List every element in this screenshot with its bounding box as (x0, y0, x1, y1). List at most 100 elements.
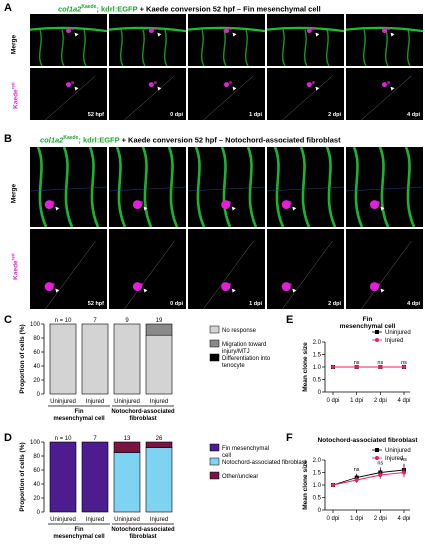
panel-b-merge-image (346, 147, 423, 227)
bar-segment (145, 447, 173, 513)
y-tick-label: 80 (33, 454, 40, 460)
panel-a-merge-row-label: Merge (10, 34, 18, 55)
bar-segment (49, 441, 77, 513)
n-label: n = 10 (55, 436, 73, 442)
panel-b-kaede-image: 2 dpi (267, 229, 344, 309)
panel-b-title-reporter: ; kdrl:EGFP (78, 135, 120, 145)
panel-b-kaede-image: 0 dpi (109, 229, 186, 309)
panel-a-kaede-image: 2 dpi (267, 68, 344, 120)
timepoint-label: 0 dpi (170, 301, 183, 307)
n-label: 9 (125, 318, 129, 324)
y-tick-label: 1.5 (313, 471, 322, 477)
legend-marker (375, 456, 379, 460)
n-label: 13 (124, 436, 131, 442)
timepoint-label: 52 hpf (87, 112, 104, 118)
panel-a-merge-image (346, 14, 423, 66)
y-axis-label: Mean clone size (302, 460, 309, 510)
panel-b-merge-image (188, 147, 265, 227)
x-tick-label: Uninjured (114, 517, 140, 523)
chart-title: Fin (363, 316, 373, 323)
bar-segment (81, 323, 109, 395)
panel-b-merge-image (109, 147, 186, 227)
x-tick-label: Injured (86, 399, 104, 405)
panel-c-chart: C 0 20 40 60 80 100 Proportion of cells (%) n = … (4, 314, 411, 422)
chart-title: Notochord-associated fibroblast (317, 437, 418, 444)
panel-a-title-rest: + Kaede conversion 52 hpf – Fin mesenchy… (137, 4, 321, 14)
bar-segment (49, 323, 77, 395)
panel-b-title-gene-sup: Kaede (63, 135, 79, 141)
y-tick-label: 0.5 (313, 496, 322, 502)
y-tick-label: 40 (33, 364, 40, 370)
legend-marker (375, 338, 379, 342)
panel-b-title-rest: + Kaede conversion 52 hpf – Notochord-as… (119, 135, 341, 145)
timepoint-label: 1 dpi (249, 112, 262, 118)
data-point (402, 365, 406, 369)
y-tick-label: 2.0 (313, 340, 322, 346)
bar-segment (113, 452, 141, 513)
panel-b-kaede-image: 52 hpf (30, 229, 107, 309)
x-tick-label: 4 dpi (397, 398, 410, 404)
legend-label: Uninjured (385, 448, 411, 454)
x-tick-label: 0 dpi (326, 516, 339, 522)
y-tick-label: 0 (37, 510, 41, 516)
panel-b-kaede-label: Kaede (12, 260, 20, 280)
significance-label: ns (401, 457, 407, 463)
legend-label: Differentiation into (222, 356, 271, 362)
group-label: mesenchymal cell (53, 416, 105, 422)
legend-label: Other/unclear (222, 474, 258, 480)
x-tick-label: 2 dpi (374, 516, 387, 522)
y-axis-label: Proportion of cells (%) (19, 442, 26, 511)
x-tick-label: Uninjured (50, 399, 76, 405)
timepoint-label: 2 dpi (328, 112, 341, 118)
panel-a-kaede-image: 4 dpi (346, 68, 423, 120)
x-tick-label: 1 dpi (350, 398, 363, 404)
bar-segment (113, 441, 141, 453)
timepoint-label: 4 dpi (407, 301, 420, 307)
bar-segment (145, 441, 173, 448)
significance-label: ns (401, 360, 407, 366)
panel-b-title: col1a2Kaede; kdrl:EGFP + Kaede conversio… (40, 135, 341, 145)
y-tick-label: 0 (318, 508, 322, 514)
panel-e-label: E (286, 314, 293, 326)
panel-a-kaede-row-label: Kaedered (10, 71, 19, 121)
data-point (331, 365, 335, 369)
y-tick-label: 80 (33, 336, 40, 342)
y-tick-label: 20 (33, 496, 40, 502)
bar-segment (113, 323, 141, 395)
data-point (354, 478, 359, 482)
data-point (331, 483, 335, 487)
legend-marker (375, 448, 379, 452)
panel-a-merge-image (109, 14, 186, 66)
panel-c-label: C (4, 314, 12, 326)
legend-label: Uninjured (385, 330, 411, 336)
panel-b-merge-image (30, 147, 107, 227)
x-tick-label: Injured (86, 517, 104, 523)
bar-segment (81, 441, 109, 513)
series-line (332, 469, 405, 486)
timepoint-label: 4 dpi (407, 112, 420, 118)
y-tick-label: 1.0 (313, 483, 322, 489)
x-tick-label: 0 dpi (326, 398, 339, 404)
y-tick-label: 60 (33, 350, 40, 356)
panel-a-title-gene-sup: Kaede (81, 4, 97, 10)
x-tick-label: 1 dpi (350, 516, 363, 522)
bar-segment (145, 334, 173, 395)
legend-label: Fin mesenchymal (222, 446, 269, 452)
panel-a-kaede-label-sup: red (10, 82, 16, 90)
significance-label: ns (354, 467, 360, 473)
legend-label: No response (222, 328, 257, 334)
significance-label: ns (354, 360, 360, 366)
x-tick-label: Uninjured (50, 517, 76, 523)
legend-label: cell (222, 453, 231, 459)
panel-b-merge-image (267, 147, 344, 227)
group-label: Fin (75, 527, 84, 533)
y-axis-label: Mean clone size (302, 342, 309, 392)
panel-a-title-reporter: ; kdrl:EGFP (96, 4, 138, 14)
panel-a-kaede-image: 0 dpi (109, 68, 186, 120)
legend-label: Notochord-associated fibroblast (222, 460, 307, 466)
group-label: Fin (75, 409, 84, 415)
n-label: 19 (156, 318, 163, 324)
series-line (332, 472, 405, 486)
y-tick-label: 0.5 (313, 378, 322, 384)
group-label: Notochord-associated (111, 527, 175, 533)
